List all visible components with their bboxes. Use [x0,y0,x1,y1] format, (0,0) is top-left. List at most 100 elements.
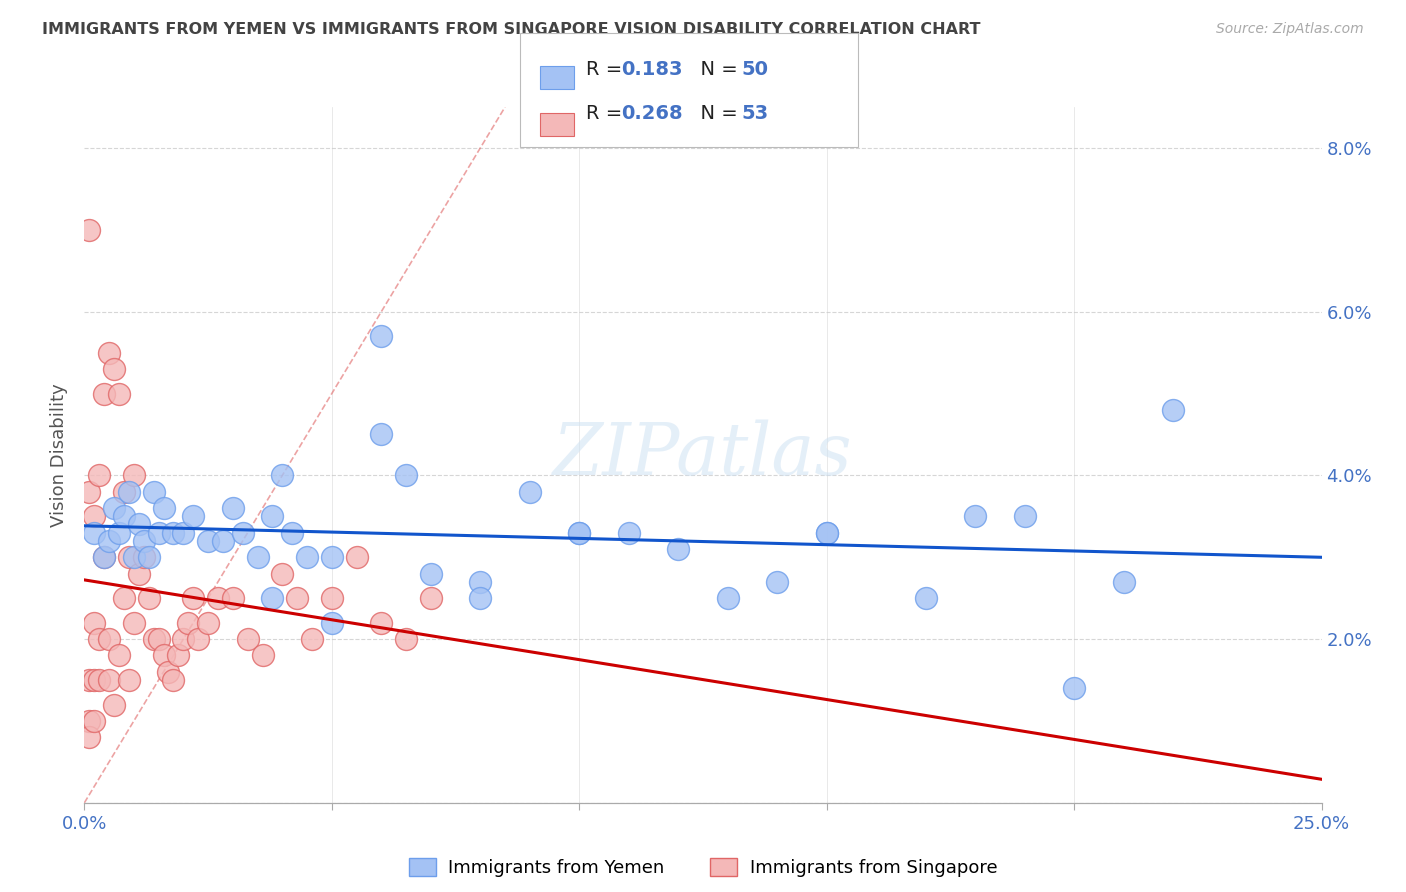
Point [301,632,323,646]
Text: R =: R = [586,103,628,123]
Point [122,615,145,630]
Point [108,386,131,401]
Point [177,615,200,630]
Point [148,525,170,540]
Point [419,591,441,606]
Point [98,673,121,687]
Point [346,550,368,565]
Text: ZIPatlas: ZIPatlas [553,419,853,491]
Text: 0.268: 0.268 [621,103,683,123]
Point [122,468,145,483]
Text: R =: R = [586,60,628,78]
Point [103,698,125,712]
Point [79,673,101,687]
Point [181,509,204,524]
Point [167,648,190,663]
Point [108,648,131,663]
Point [83,525,105,540]
Point [207,591,229,606]
Point [132,550,155,565]
Point [108,525,131,540]
Point [181,591,204,606]
Point [285,591,308,606]
Point [83,615,105,630]
Point [89,673,111,687]
Point [815,525,838,540]
Point [321,615,343,630]
Point [89,468,111,483]
Point [419,566,441,581]
Point [152,501,174,516]
Point [157,665,180,679]
Point [162,673,184,687]
Point [138,550,160,565]
Point [914,591,936,606]
Text: 0.183: 0.183 [621,60,683,78]
Point [118,673,141,687]
Point [370,427,392,442]
Point [118,550,141,565]
Point [370,615,392,630]
Point [118,484,141,499]
Point [83,673,105,687]
Point [568,525,591,540]
Point [666,542,689,557]
Point [519,484,541,499]
Point [98,632,121,646]
Point [89,632,111,646]
Point [132,533,155,548]
Point [965,509,987,524]
Point [281,525,304,540]
Text: IMMIGRANTS FROM YEMEN VS IMMIGRANTS FROM SINGAPORE VISION DISABILITY CORRELATION: IMMIGRANTS FROM YEMEN VS IMMIGRANTS FROM… [42,22,980,37]
Point [79,223,101,237]
Point [148,632,170,646]
Point [172,632,194,646]
Point [197,533,219,548]
Y-axis label: Vision Disability: Vision Disability [51,383,69,527]
Point [187,632,209,646]
Point [79,731,101,745]
Legend: Immigrants from Yemen, Immigrants from Singapore: Immigrants from Yemen, Immigrants from S… [402,850,1004,884]
Point [112,484,135,499]
Point [79,714,101,728]
Point [1063,681,1085,696]
Point [212,533,235,548]
Point [262,509,284,524]
Text: 53: 53 [741,103,768,123]
Point [232,525,254,540]
Point [138,591,160,606]
Point [162,525,184,540]
Point [103,362,125,376]
Point [295,550,318,565]
Point [93,386,115,401]
Point [395,632,418,646]
Point [172,525,194,540]
Point [766,574,789,589]
Point [271,566,294,581]
Point [152,648,174,663]
Point [470,591,492,606]
Text: 50: 50 [741,60,768,78]
Point [321,591,343,606]
Point [128,517,150,532]
Point [271,468,294,483]
Point [1014,509,1036,524]
Point [717,591,740,606]
Point [93,550,115,565]
Point [79,484,101,499]
Point [246,550,269,565]
Point [252,648,274,663]
Point [112,591,135,606]
Point [395,468,418,483]
Text: N =: N = [688,60,744,78]
Point [617,525,640,540]
Point [128,566,150,581]
Point [103,501,125,516]
Point [1161,403,1184,417]
Point [222,591,245,606]
Point [112,509,135,524]
Text: N =: N = [688,103,744,123]
Text: Source: ZipAtlas.com: Source: ZipAtlas.com [1216,22,1364,37]
Point [98,533,121,548]
Point [236,632,259,646]
